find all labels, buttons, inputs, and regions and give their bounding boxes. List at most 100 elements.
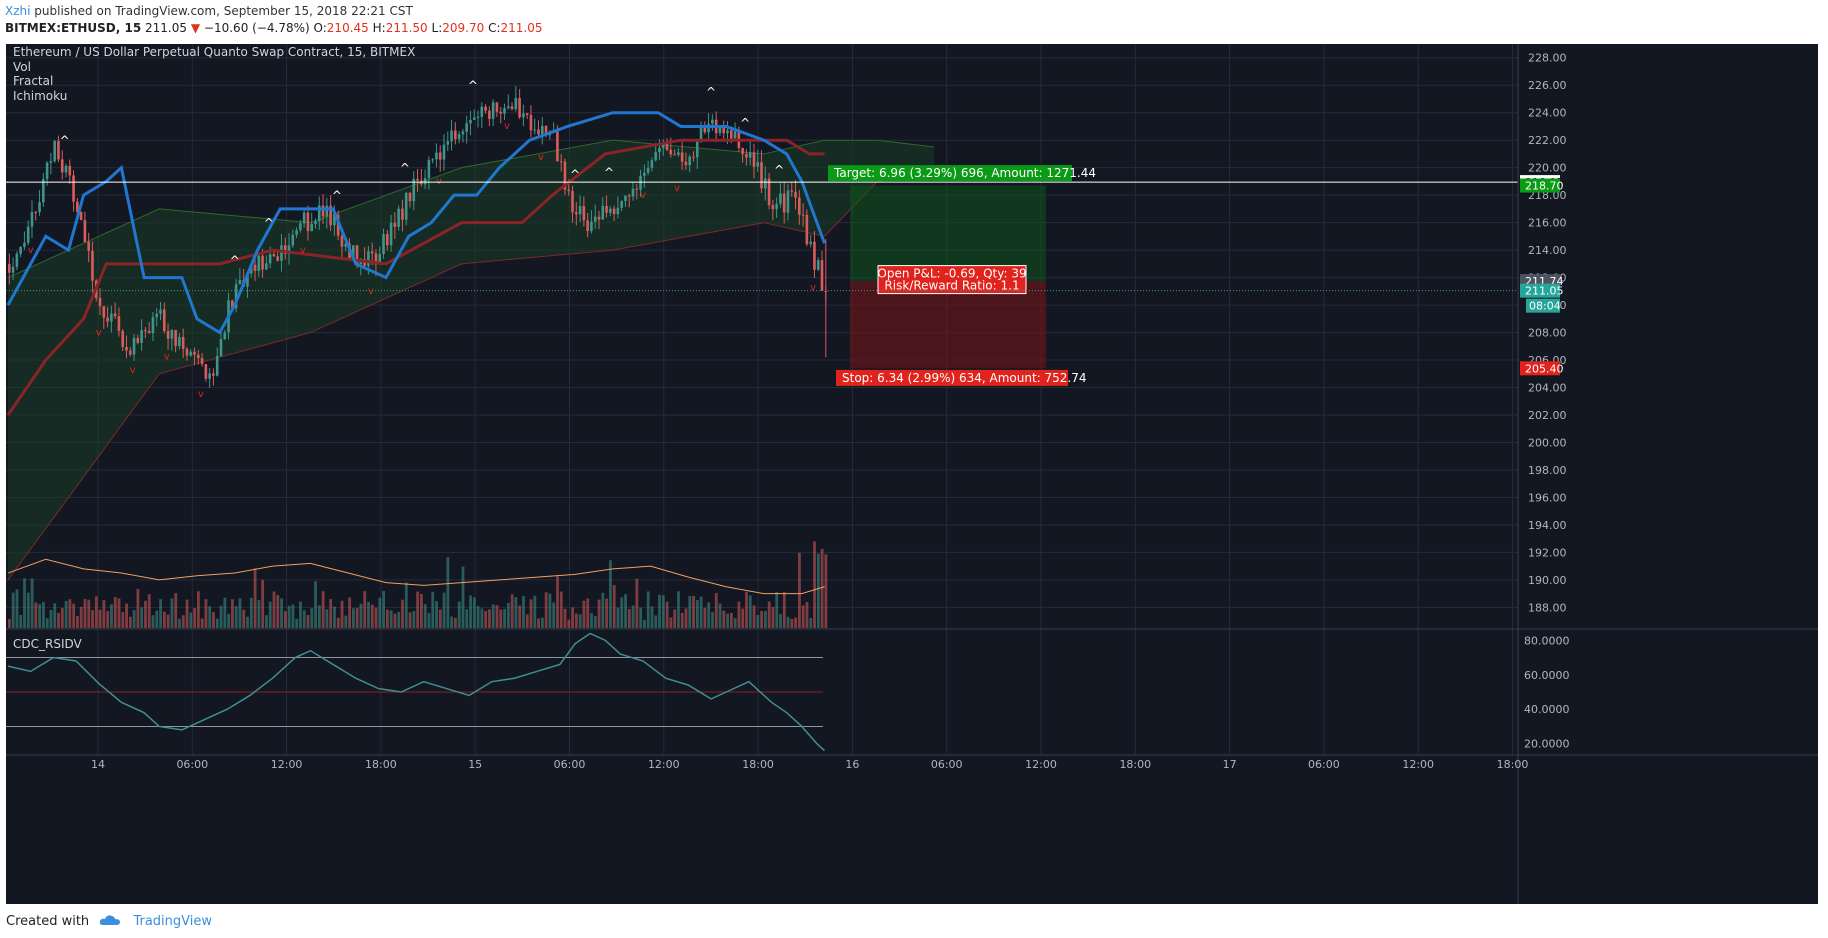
candle-body: [268, 254, 272, 264]
candle-body: [461, 131, 465, 135]
time-tick-label: 18:00: [742, 758, 774, 771]
candle-body: [408, 193, 412, 202]
tradingview-link[interactable]: TradingView: [133, 914, 212, 929]
volume-bar: [325, 609, 329, 628]
fractal-up-marker: ^: [264, 216, 274, 230]
volume-bar: [820, 548, 824, 628]
volume-bar: [128, 616, 132, 628]
volume-bar: [472, 597, 476, 628]
legend-indicator-fractal[interactable]: Fractal: [13, 74, 53, 88]
candle-body: [680, 152, 684, 162]
candle-body: [151, 317, 155, 334]
candle-body: [639, 175, 642, 190]
price-tick-label: 190.00: [1528, 574, 1567, 587]
long-position-tool[interactable]: Target: 6.96 (3.29%) 696, Amount: 1271.4…: [6, 165, 1518, 386]
volume-bar: [503, 609, 506, 628]
candle-body: [571, 190, 574, 213]
candle-body: [480, 106, 484, 117]
volume-bar: [593, 616, 597, 628]
volume-bar: [302, 610, 306, 628]
legend-indicator-vol[interactable]: Vol: [13, 60, 31, 74]
candle-body: [593, 216, 597, 222]
candle-body: [166, 330, 170, 339]
volume-bar: [639, 607, 643, 628]
volume-bar: [692, 595, 695, 628]
candle-body: [533, 129, 537, 131]
legend-indicator-ichimoku[interactable]: Ichimoku: [13, 89, 67, 103]
volume-bar: [616, 607, 620, 628]
volume-bar: [525, 614, 529, 628]
volume-bar: [246, 616, 249, 628]
volume-bar: [404, 582, 408, 628]
volume-bar: [590, 613, 593, 628]
candle-body: [756, 162, 760, 167]
candle-body: [287, 245, 291, 254]
author-name[interactable]: Xzhi: [5, 4, 31, 18]
volume-bar: [737, 601, 741, 628]
volume-bar: [265, 615, 268, 628]
candle-body: [370, 251, 374, 254]
candle-body: [514, 98, 518, 110]
fractal-up-marker: ^: [332, 188, 342, 202]
ohlc-line: BITMEX:ETHUSD, 15 211.05 ▼ −10.60 (−4.78…: [5, 21, 543, 35]
volume-bar: [514, 597, 518, 628]
fractal-down-marker: v: [28, 245, 34, 256]
candle-body: [503, 107, 506, 114]
candle-body: [816, 260, 820, 270]
volume-bar: [79, 606, 83, 628]
candle-body: [438, 152, 442, 160]
volume-bar: [367, 601, 370, 628]
volume-bar: [272, 591, 276, 628]
time-tick-label: 12:00: [648, 758, 680, 771]
candle-body: [204, 364, 208, 379]
volume-bar: [533, 595, 537, 628]
price-axis[interactable]: 228.00226.00224.00222.00220.00218.00216.…: [6, 44, 1818, 904]
volume-bar: [654, 615, 658, 628]
fractal-down-marker: v: [640, 190, 646, 201]
candle-body: [155, 313, 159, 318]
candle-body: [178, 336, 181, 347]
target-price-badge-box: [1520, 178, 1560, 193]
candle-body: [310, 224, 313, 232]
volume-bar: [91, 610, 94, 628]
volume-bar: [295, 618, 299, 628]
candle-body: [374, 253, 378, 265]
candle-body: [140, 330, 143, 343]
volume-bar: [457, 601, 461, 628]
volume-bar: [631, 605, 635, 628]
volume-bar: [680, 612, 684, 628]
time-axis[interactable]: 14 06:00 12:00 18:00 15 06:00 12:00 18:00 16 06:0…: [91, 758, 1528, 771]
volume-bar: [189, 612, 193, 628]
volume-bar: [559, 591, 563, 628]
volume-bar: [809, 618, 813, 628]
candle-body: [658, 147, 661, 153]
volume-bar: [484, 611, 488, 628]
candle-body: [427, 160, 431, 179]
volume-bar: [280, 598, 283, 628]
volume-bar: [287, 605, 291, 628]
candle-body: [412, 178, 416, 202]
candle-body: [771, 205, 775, 210]
volume-bar: [782, 592, 786, 628]
volume-bar: [767, 601, 771, 628]
volume-bar: [223, 597, 227, 628]
candle-body: [567, 189, 571, 191]
price-tick-label: 220.00: [1528, 162, 1567, 175]
candle-body: [125, 346, 128, 351]
volume-bar: [11, 592, 15, 628]
volume-bar: [816, 553, 820, 628]
candle-body: [741, 147, 744, 154]
candle-body: [635, 188, 639, 190]
volume-bar: [609, 560, 612, 628]
volume-bar: [242, 609, 246, 628]
countdown-badge: 08:04: [1529, 300, 1561, 313]
volume-ma-line: [7, 558, 825, 595]
candle-body: [189, 351, 193, 356]
candle-body: [42, 179, 45, 203]
volume-bar: [155, 610, 159, 628]
candle-body: [684, 161, 688, 166]
volume-bar: [446, 557, 450, 628]
volume-bar: [98, 609, 102, 628]
